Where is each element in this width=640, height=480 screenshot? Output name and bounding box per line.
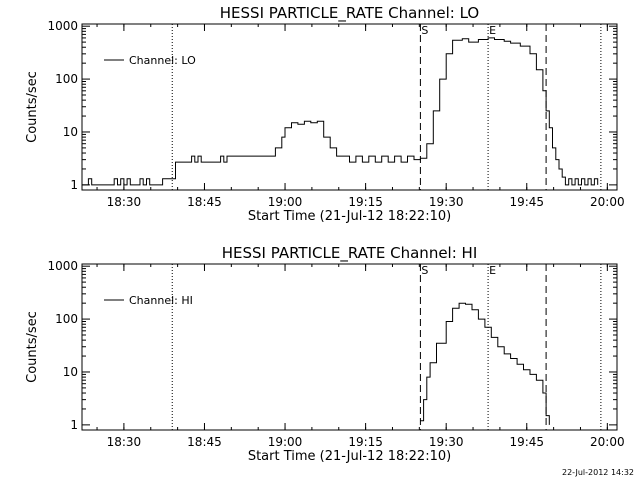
panel1-vline-label: E [489, 24, 496, 37]
panel2-y-axis-label: Counts/sec [25, 311, 40, 383]
panel1-y-tick-label: 10 [63, 125, 78, 139]
panel1-y-axis-label: Counts/sec [25, 71, 40, 143]
panel2-y-tick-label: 1000 [47, 259, 78, 273]
panel2-y-tick-label: 1 [70, 418, 78, 432]
panel1-x-tick-label: 20:00 [590, 195, 625, 209]
panel1-series-line [82, 37, 599, 186]
panel2-y-tick-label: 10 [63, 365, 78, 379]
panel1-x-tick-label: 19:00 [268, 195, 303, 209]
panel2-x-tick-label: 20:00 [590, 435, 625, 449]
panel2-x-tick-label: 19:30 [429, 435, 464, 449]
panel1-title: HESSI PARTICLE_RATE Channel: LO [220, 4, 479, 23]
panel2-series-line [420, 302, 550, 425]
panel2-x-tick-label: 18:45 [187, 435, 222, 449]
panel2-x-tick-label: 19:00 [268, 435, 303, 449]
panel2-x-axis-label: Start Time (21-Jul-12 18:22:10) [248, 449, 451, 464]
panel2-vline-label: S [421, 264, 428, 277]
panel1-vline-label: S [421, 24, 428, 37]
panel2-title: HESSI PARTICLE_RATE Channel: HI [222, 244, 478, 263]
panel1-y-tick-label: 100 [55, 72, 78, 86]
panel2-vline-label: E [489, 264, 496, 277]
panel1-x-tick-label: 19:30 [429, 195, 464, 209]
panel2-legend-label: Channel: HI [129, 294, 193, 307]
panel1-x-tick-label: 18:30 [107, 195, 142, 209]
panel1-x-axis-label: Start Time (21-Jul-12 18:22:10) [248, 209, 451, 224]
panel1-y-tick-label: 1000 [47, 19, 78, 33]
panel1-x-tick-label: 19:45 [509, 195, 544, 209]
panel2-x-tick-label: 19:15 [348, 435, 383, 449]
panel1-legend-label: Channel: LO [129, 54, 196, 67]
panel1-x-tick-label: 18:45 [187, 195, 222, 209]
panel2-x-tick-label: 18:30 [107, 435, 142, 449]
panel1-x-tick-label: 19:15 [348, 195, 383, 209]
footer-timestamp: 22-Jul-2012 14:32 [561, 468, 634, 477]
panel2-y-tick-label: 100 [55, 312, 78, 326]
panel2-x-tick-label: 19:45 [509, 435, 544, 449]
panel1-y-tick-label: 1 [70, 178, 78, 192]
